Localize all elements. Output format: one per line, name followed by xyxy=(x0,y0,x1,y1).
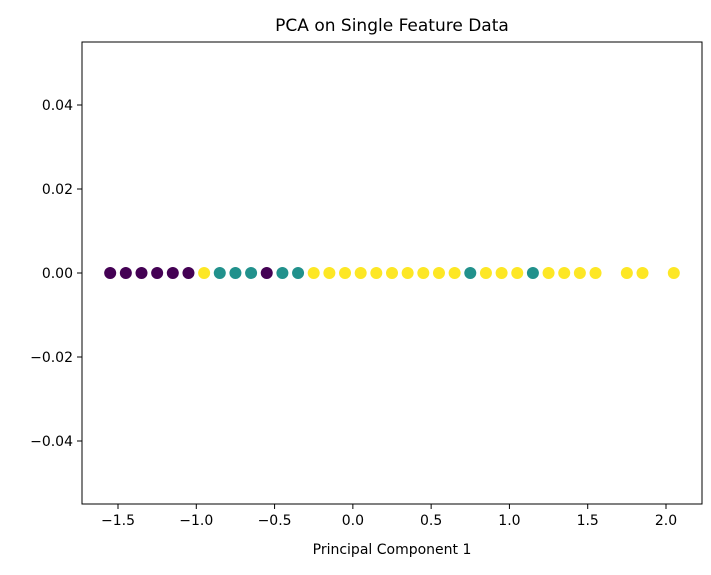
scatter-point xyxy=(292,267,305,279)
scatter-point xyxy=(417,267,430,279)
scatter-point xyxy=(526,267,539,279)
scatter-point xyxy=(119,267,132,279)
x-tick-label: 1.0 xyxy=(498,513,520,529)
x-tick-label: −1.5 xyxy=(101,513,135,529)
y-tick-label: 0.04 xyxy=(42,98,73,114)
scatter-point xyxy=(573,267,586,279)
scatter-point xyxy=(667,267,680,279)
y-tick-label: 0.00 xyxy=(42,266,73,282)
scatter-point xyxy=(464,267,477,279)
scatter-point xyxy=(432,267,445,279)
x-axis-ticks: −1.5 −1.0 −0.5 0.0 0.5 1.0 1.5 2.0 xyxy=(101,504,677,529)
y-axis-ticks: −0.04 −0.02 0.00 0.02 0.04 xyxy=(30,98,82,450)
scatter-point xyxy=(370,267,383,279)
scatter-point xyxy=(182,267,195,279)
y-tick-label: −0.04 xyxy=(30,434,73,450)
scatter-point xyxy=(323,267,336,279)
x-tick-label: 0.0 xyxy=(342,513,364,529)
scatter-point xyxy=(135,267,148,279)
scatter-point xyxy=(542,267,555,279)
x-tick-label: 0.5 xyxy=(420,513,442,529)
scatter-point xyxy=(151,267,164,279)
scatter-point xyxy=(386,267,398,279)
x-tick-label: 1.5 xyxy=(577,513,599,529)
scatter-point xyxy=(401,267,414,279)
scatter-point xyxy=(620,267,633,279)
scatter-point xyxy=(245,267,258,279)
scatter-point xyxy=(589,267,602,279)
scatter-point xyxy=(213,267,226,279)
scatter-point xyxy=(260,267,273,279)
y-tick-label: −0.02 xyxy=(30,350,73,366)
scatter-point xyxy=(495,267,508,279)
x-tick-label: 2.0 xyxy=(655,513,677,529)
scatter-point xyxy=(229,267,242,279)
y-tick-label: 0.02 xyxy=(42,182,73,198)
scatter-point xyxy=(276,267,289,279)
scatter-point xyxy=(354,267,367,279)
scatter-point xyxy=(479,267,492,279)
scatter-point xyxy=(198,267,211,279)
plot-marks xyxy=(104,267,680,279)
scatter-point xyxy=(448,267,461,279)
scatter-point xyxy=(166,267,179,279)
scatter-point xyxy=(636,267,649,279)
scatter-point xyxy=(104,267,117,279)
x-tick-label: −0.5 xyxy=(258,513,292,529)
scatter-point xyxy=(307,267,320,279)
chart-title: PCA on Single Feature Data xyxy=(275,16,509,36)
scatter-point xyxy=(511,267,524,279)
scatter-point xyxy=(558,267,571,279)
scatter-point xyxy=(339,267,352,279)
x-tick-label: −1.0 xyxy=(179,513,213,529)
x-axis-label: Principal Component 1 xyxy=(313,542,472,558)
